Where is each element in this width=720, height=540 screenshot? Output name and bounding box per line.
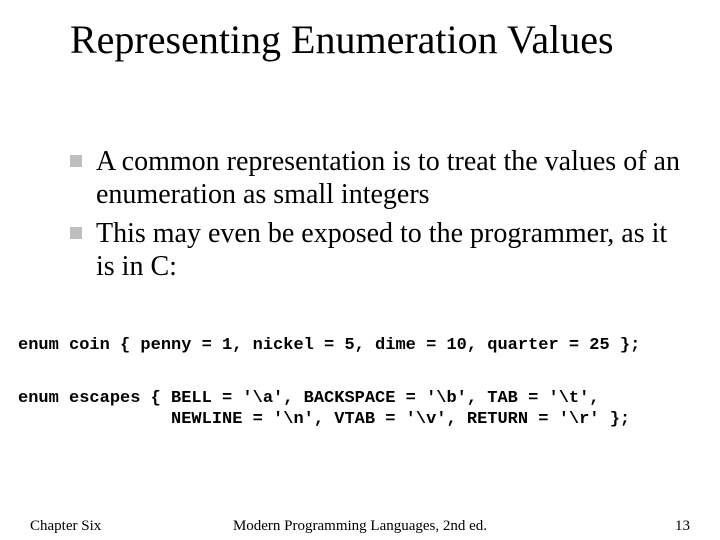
footer-book-title: Modern Programming Languages, 2nd ed. xyxy=(0,518,720,535)
slide-title: Representing Enumeration Values xyxy=(70,18,680,63)
bullet-item: A common representation is to treat the … xyxy=(70,145,680,211)
bullet-text: This may even be exposed to the programm… xyxy=(96,217,680,283)
code-block-enum-escapes: enum escapes { BELL = '\a', BACKSPACE = … xyxy=(18,388,630,431)
bullet-list: A common representation is to treat the … xyxy=(70,145,680,289)
bullet-text: A common representation is to treat the … xyxy=(96,145,680,211)
bullet-marker-icon xyxy=(70,227,82,239)
bullet-item: This may even be exposed to the programm… xyxy=(70,217,680,283)
slide: Representing Enumeration Values A common… xyxy=(0,0,720,540)
code-block-enum-coin: enum coin { penny = 1, nickel = 5, dime … xyxy=(18,335,640,356)
footer-page-number: 13 xyxy=(675,518,690,535)
bullet-marker-icon xyxy=(70,155,82,167)
